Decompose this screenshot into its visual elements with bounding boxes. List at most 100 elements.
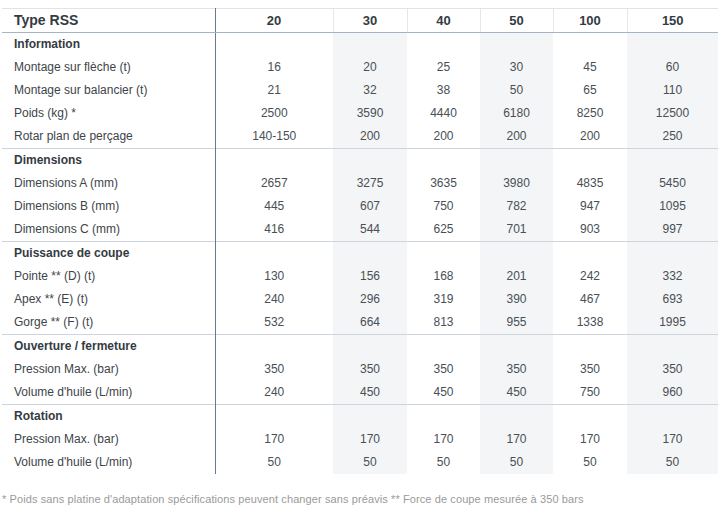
cell-value: 350	[480, 358, 553, 381]
column-header-100: 100	[553, 9, 627, 33]
spec-page: Type RSS 20304050100150 InformationMonta…	[0, 0, 719, 520]
row-label: Gorge ** (F) (t)	[2, 311, 215, 335]
cell-value: 200	[553, 125, 627, 149]
cell-value: 813	[407, 311, 480, 335]
empty-cell	[553, 149, 627, 173]
cell-value: 319	[407, 288, 480, 311]
cell-value: 60	[627, 56, 718, 79]
cell-value: 903	[553, 218, 627, 242]
cell-value: 625	[407, 218, 480, 242]
cell-value: 156	[333, 265, 407, 288]
cell-value: 12500	[627, 102, 718, 125]
empty-cell	[553, 242, 627, 266]
cell-value: 38	[407, 79, 480, 102]
cell-value: 350	[215, 358, 333, 381]
empty-cell	[553, 335, 627, 359]
table-row: Dimensions A (mm)26573275363539804835545…	[2, 172, 718, 195]
cell-value: 350	[627, 358, 718, 381]
table-row: Volume d'huile (L/min)240450450450750960	[2, 381, 718, 405]
cell-value: 240	[215, 381, 333, 405]
empty-cell	[553, 405, 627, 429]
cell-value: 170	[333, 428, 407, 451]
table-row: Pression Max. (bar)350350350350350350	[2, 358, 718, 381]
cell-value: 664	[333, 311, 407, 335]
cell-value: 140-150	[215, 125, 333, 149]
table-row: Apex ** (E) (t)240296319390467693	[2, 288, 718, 311]
cell-value: 4440	[407, 102, 480, 125]
table-footnote: * Poids sans platine d'adaptation spécif…	[2, 493, 719, 505]
empty-cell	[480, 149, 553, 173]
table-row: Montage sur flèche (t)162025304560	[2, 56, 718, 79]
cell-value: 1338	[553, 311, 627, 335]
section-header-row: Puissance de coupe	[2, 242, 718, 266]
row-label: Rotar plan de perçage	[2, 125, 215, 149]
empty-cell	[480, 405, 553, 429]
cell-value: 242	[553, 265, 627, 288]
cell-value: 200	[333, 125, 407, 149]
cell-value: 997	[627, 218, 718, 242]
cell-value: 170	[553, 428, 627, 451]
cell-value: 6180	[480, 102, 553, 125]
cell-value: 544	[333, 218, 407, 242]
row-label: Volume d'huile (L/min)	[2, 451, 215, 474]
empty-cell	[407, 335, 480, 359]
cell-value: 20	[333, 56, 407, 79]
empty-cell	[215, 405, 333, 429]
cell-value: 467	[553, 288, 627, 311]
empty-cell	[407, 405, 480, 429]
cell-value: 250	[627, 125, 718, 149]
cell-value: 296	[333, 288, 407, 311]
cell-value: 65	[553, 79, 627, 102]
row-label: Poids (kg) *	[2, 102, 215, 125]
column-header-20: 20	[215, 9, 333, 33]
empty-cell	[333, 242, 407, 266]
row-label: Dimensions A (mm)	[2, 172, 215, 195]
cell-value: 450	[407, 381, 480, 405]
cell-value: 693	[627, 288, 718, 311]
empty-cell	[627, 33, 718, 57]
cell-value: 170	[627, 428, 718, 451]
cell-value: 50	[333, 451, 407, 474]
table-row: Rotar plan de perçage140-150200200200200…	[2, 125, 718, 149]
cell-value: 170	[215, 428, 333, 451]
cell-value: 1095	[627, 195, 718, 218]
empty-cell	[627, 335, 718, 359]
cell-value: 782	[480, 195, 553, 218]
empty-cell	[553, 33, 627, 57]
empty-cell	[627, 242, 718, 266]
cell-value: 130	[215, 265, 333, 288]
cell-value: 110	[627, 79, 718, 102]
column-header-40: 40	[407, 9, 480, 33]
cell-value: 32	[333, 79, 407, 102]
table-row: Pointe ** (D) (t)130156168201242332	[2, 265, 718, 288]
cell-value: 50	[480, 79, 553, 102]
cell-value: 1995	[627, 311, 718, 335]
empty-cell	[480, 335, 553, 359]
cell-value: 350	[333, 358, 407, 381]
cell-value: 450	[480, 381, 553, 405]
row-label: Pression Max. (bar)	[2, 358, 215, 381]
header-row: Type RSS 20304050100150	[2, 9, 718, 33]
empty-cell	[215, 242, 333, 266]
cell-value: 750	[553, 381, 627, 405]
cell-value: 240	[215, 288, 333, 311]
column-header-30: 30	[333, 9, 407, 33]
table-row: Pression Max. (bar)170170170170170170	[2, 428, 718, 451]
cell-value: 416	[215, 218, 333, 242]
cell-value: 955	[480, 311, 553, 335]
rss-spec-table: Type RSS 20304050100150 InformationMonta…	[2, 8, 718, 474]
cell-value: 3590	[333, 102, 407, 125]
section-header-row: Dimensions	[2, 149, 718, 173]
cell-value: 3275	[333, 172, 407, 195]
row-label: Volume d'huile (L/min)	[2, 381, 215, 405]
cell-value: 701	[480, 218, 553, 242]
section-header-row: Ouverture / fermeture	[2, 335, 718, 359]
row-label: Montage sur balancier (t)	[2, 79, 215, 102]
cell-value: 50	[480, 451, 553, 474]
row-label: Montage sur flèche (t)	[2, 56, 215, 79]
empty-cell	[480, 33, 553, 57]
table-row: Montage sur balancier (t)2132385065110	[2, 79, 718, 102]
cell-value: 200	[480, 125, 553, 149]
row-label: Pointe ** (D) (t)	[2, 265, 215, 288]
table-title: Type RSS	[2, 9, 215, 33]
